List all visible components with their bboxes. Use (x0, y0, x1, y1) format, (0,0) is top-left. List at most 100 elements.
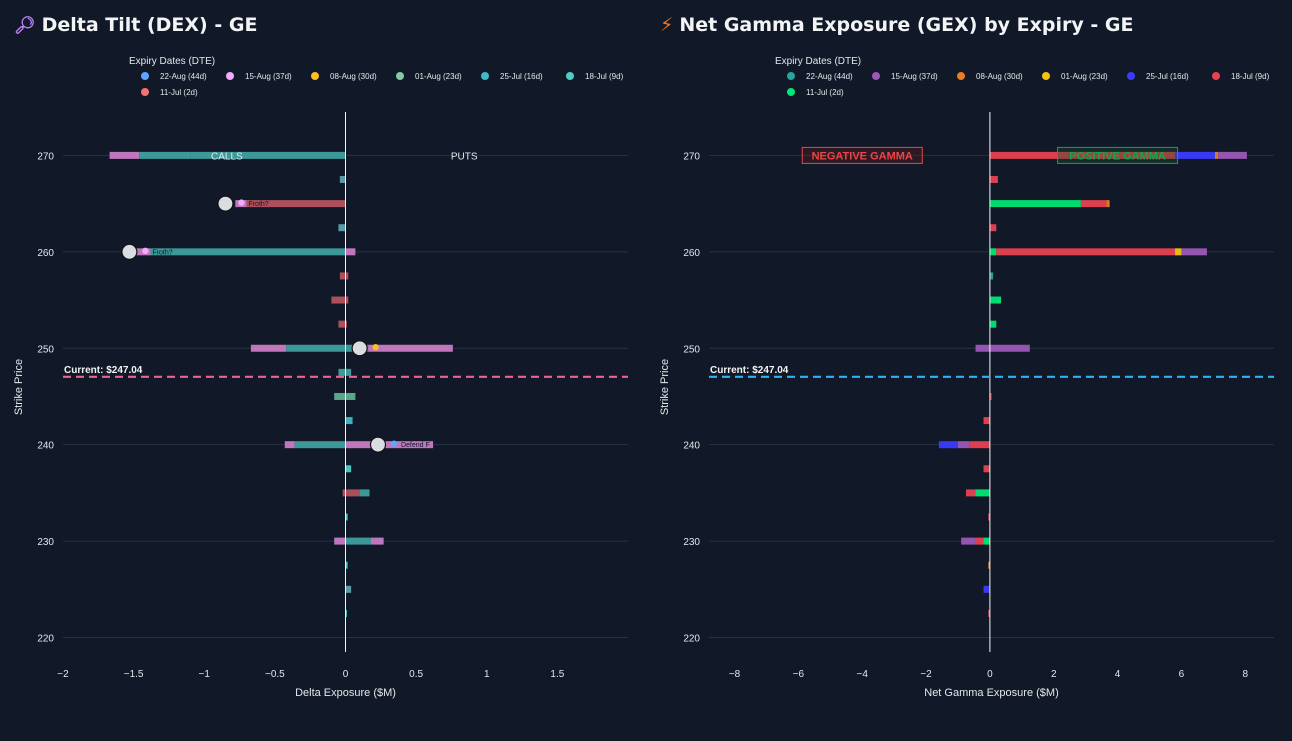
marker-dot (121, 243, 138, 260)
marker-tag-icon (238, 199, 245, 206)
legend-label: 11-Jul (2d) (160, 88, 198, 97)
bar-segment (345, 537, 371, 545)
x-tick-label: 1 (484, 669, 490, 680)
bar-segment (286, 344, 346, 352)
x-axis-title: Delta Exposure ($M) (295, 687, 396, 699)
marker-tag-icon (372, 344, 379, 351)
bar-segment (345, 248, 356, 256)
bar-segment (345, 561, 348, 569)
annotation-label: NEGATIVE GAMMA (812, 150, 913, 162)
bar-segment (339, 272, 349, 280)
x-tick-label: −1.5 (124, 669, 144, 680)
x-tick-label: 0.5 (409, 669, 423, 680)
bar-segment (961, 537, 976, 545)
bar-segment (988, 561, 990, 569)
marker-tag-label: Froth? (248, 201, 268, 208)
bar-segment (983, 417, 990, 425)
bar-segment (150, 248, 346, 256)
bar-segment (109, 151, 140, 159)
bar-segment (294, 441, 346, 449)
y-tick-label: 240 (37, 441, 54, 452)
bar-segment (988, 609, 990, 617)
bar-segment (338, 320, 347, 328)
x-tick-label: −1 (199, 669, 211, 680)
marker-tag-label: Defend F (401, 442, 430, 449)
marker-tag-label: Froth? (152, 249, 172, 256)
gex-panel: ⚡︎ Net Gamma Exposure (GEX) by Expiry - G… (646, 0, 1292, 741)
legend-title: Expiry Dates (DTE) (129, 56, 215, 67)
bar-segment (345, 441, 434, 449)
bar-segment (957, 441, 970, 449)
bar-segment (1181, 248, 1207, 256)
bar-segment (983, 465, 990, 473)
bar-segment (938, 441, 958, 449)
marker-tag-icon (142, 247, 149, 255)
legend-label: 15-Aug (37d) (891, 72, 938, 81)
bar-segment (989, 296, 1002, 304)
legend-swatch (311, 72, 319, 80)
bar-segment (996, 248, 1176, 256)
bar-segment (345, 513, 348, 521)
y-tick-label: 230 (37, 537, 54, 548)
bar-segment (989, 392, 992, 400)
bar-segment (989, 248, 997, 256)
y-tick-label: 260 (683, 248, 700, 259)
lightning-icon: ⚡︎ (660, 14, 674, 36)
current-price-label: Current: $247.04 (710, 365, 789, 376)
bar-segment (983, 585, 990, 593)
x-tick-label: 0 (987, 669, 993, 680)
marker-dot (351, 340, 368, 357)
bar-segment (989, 272, 994, 280)
legend-label: 15-Aug (37d) (245, 72, 292, 81)
x-tick-label: −8 (729, 669, 741, 680)
bar-segment (989, 151, 1176, 159)
legend-label: 08-Aug (30d) (976, 72, 1023, 81)
legend-label: 01-Aug (23d) (415, 72, 462, 81)
legend-swatch (1212, 72, 1220, 80)
legend-swatch (396, 72, 404, 80)
bar-segment (1106, 200, 1110, 208)
bar-segment (339, 176, 346, 183)
bar-segment (246, 200, 346, 208)
legend-swatch (141, 72, 149, 80)
bar-segment (1214, 151, 1219, 159)
bar-segment (965, 489, 976, 497)
x-tick-label: 1.5 (550, 669, 564, 680)
bar-segment (190, 151, 346, 159)
bar-segment (975, 344, 990, 352)
bar-segment (989, 320, 997, 328)
legend-swatch (872, 72, 880, 80)
legend-swatch (481, 72, 489, 80)
annotation-box (801, 146, 923, 164)
legend-swatch (566, 72, 574, 80)
x-tick-label: −2 (920, 669, 932, 680)
bar-segment (1175, 151, 1215, 159)
bar-segment (988, 513, 990, 521)
x-tick-label: −2 (57, 669, 69, 680)
bar-segment (331, 296, 349, 304)
gex-title: ⚡︎ Net Gamma Exposure (GEX) by Expiry - G… (660, 14, 1134, 36)
bar-segment (334, 537, 346, 545)
gex-chart: Expiry Dates (DTE) 22-Aug (44d) 15-Aug (37… (659, 56, 1274, 699)
legend-swatch (787, 88, 795, 96)
side-label: CALLS (211, 151, 243, 162)
x-tick-label: 0 (343, 669, 349, 680)
x-tick-label: −6 (793, 669, 805, 680)
annotation-box (1057, 146, 1179, 164)
x-tick-label: 2 (1051, 669, 1057, 680)
bar-segment (345, 465, 352, 473)
bar-segment (1175, 248, 1182, 256)
bar-segment (1218, 151, 1247, 159)
bar-segment (139, 151, 191, 159)
bar-segment (969, 441, 990, 449)
legend-label: 22-Aug (44d) (160, 72, 207, 81)
x-tick-label: 8 (1242, 669, 1248, 680)
bar-segment (334, 392, 356, 400)
legend-swatch (1127, 72, 1135, 80)
bar-segment (345, 417, 353, 425)
bar-segment (133, 248, 151, 256)
y-tick-label: 220 (683, 634, 700, 645)
y-tick-label: 260 (37, 248, 54, 259)
legend-swatch (226, 72, 234, 80)
marker-dot (369, 436, 387, 453)
